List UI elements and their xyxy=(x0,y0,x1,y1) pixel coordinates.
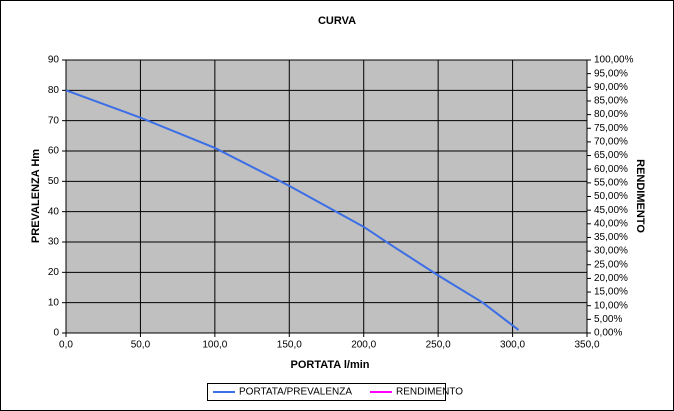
y-tick-label: 80 xyxy=(48,85,60,96)
y2-tick-label: 80,00% xyxy=(594,109,628,120)
y-tick-label: 30 xyxy=(48,237,60,248)
x-tick-label: 200,0 xyxy=(351,340,376,351)
y-tick-label: 40 xyxy=(48,206,60,217)
x-tick-label: 150,0 xyxy=(277,340,302,351)
y2-tick-label: 100,00% xyxy=(594,55,634,66)
y2-tick-label: 50,00% xyxy=(594,191,628,202)
y2-tick-label: 95,00% xyxy=(594,68,628,79)
y2-tick-label: 5,00% xyxy=(594,314,622,325)
legend-label: PORTATA/PREVALENZA xyxy=(239,387,352,398)
y2-tick-label: 15,00% xyxy=(594,287,628,298)
y2-tick-label: 60,00% xyxy=(594,164,628,175)
y-axis-title: PREVALENZA Hm xyxy=(30,149,42,243)
y2-tick-label: 55,00% xyxy=(594,177,628,188)
y2-tick-label: 45,00% xyxy=(594,205,628,216)
x-axis-title: PORTATA l/min xyxy=(290,359,369,371)
x-tick-label: 300,0 xyxy=(500,340,525,351)
y2-axis-title: RENDIMENTO xyxy=(634,159,646,233)
legend-label: RENDIMENTO xyxy=(396,387,463,398)
plot-border xyxy=(65,59,588,334)
y2-tick-label: 35,00% xyxy=(594,232,628,243)
x-tick-label: 50,0 xyxy=(131,340,151,351)
y2-tick-label: 70,00% xyxy=(594,137,628,148)
y2-tick-label: 65,00% xyxy=(594,150,628,161)
y-tick-label: 10 xyxy=(48,297,60,308)
y-tick-label: 90 xyxy=(48,55,60,66)
y2-tick-label: 10,00% xyxy=(594,300,628,311)
plot-area xyxy=(66,60,587,333)
chart-title: CURVA xyxy=(318,15,356,27)
x-tick-label: 100,0 xyxy=(202,340,227,351)
y2-tick-label: 85,00% xyxy=(594,96,628,107)
y-tick-label: 60 xyxy=(48,146,60,157)
x-tick-label: 0,0 xyxy=(59,340,73,351)
x-tick-label: 250,0 xyxy=(426,340,451,351)
y-tick-label: 0 xyxy=(53,328,59,339)
y2-tick-label: 0,00% xyxy=(594,328,622,339)
y2-tick-label: 20,00% xyxy=(594,273,628,284)
x-tick-label: 350,0 xyxy=(574,340,599,351)
y2-tick-label: 75,00% xyxy=(594,123,628,134)
legend xyxy=(207,383,446,401)
y-tick-label: 20 xyxy=(48,267,60,278)
y2-tick-label: 30,00% xyxy=(594,246,628,257)
y2-tick-label: 40,00% xyxy=(594,218,628,229)
y-tick-label: 50 xyxy=(48,176,60,187)
y2-tick-label: 90,00% xyxy=(594,82,628,93)
y2-tick-label: 25,00% xyxy=(594,259,628,270)
y-tick-label: 70 xyxy=(48,115,60,126)
data-line xyxy=(65,89,520,331)
